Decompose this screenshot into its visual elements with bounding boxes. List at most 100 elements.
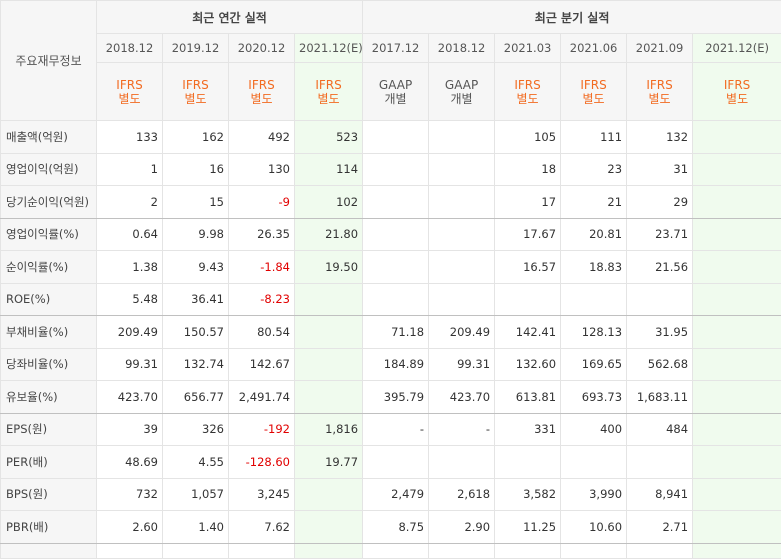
quarter-group-header: 최근 분기 실적 xyxy=(363,1,781,34)
row-label: PBR(배) xyxy=(1,511,97,544)
table-row-partial xyxy=(1,543,781,558)
table-cell xyxy=(495,283,561,316)
table-cell xyxy=(627,543,693,558)
table-cell: 102 xyxy=(295,186,363,219)
column-date-header: 2021.06 xyxy=(561,34,627,63)
table-cell: 114 xyxy=(295,153,363,186)
table-cell xyxy=(693,381,781,414)
table-cell: 71.18 xyxy=(363,316,429,349)
column-date-header: 2021.03 xyxy=(495,34,561,63)
table-cell: 2.71 xyxy=(627,511,693,544)
table-cell: 2.60 xyxy=(97,511,163,544)
table-cell: 613.81 xyxy=(495,381,561,414)
table-cell: 39 xyxy=(97,413,163,446)
table-cell xyxy=(363,153,429,186)
table-cell: 10.60 xyxy=(561,511,627,544)
table-cell xyxy=(163,543,229,558)
table-cell: 326 xyxy=(163,413,229,446)
table-cell: 19.50 xyxy=(295,251,363,284)
table-cell xyxy=(1,543,97,558)
table-cell: 4.55 xyxy=(163,446,229,479)
table-cell xyxy=(229,543,295,558)
table-cell: 1.40 xyxy=(163,511,229,544)
table-cell: 169.65 xyxy=(561,348,627,381)
table-cell: 2,479 xyxy=(363,478,429,511)
table-cell: 2,491.74 xyxy=(229,381,295,414)
table-cell: 16.57 xyxy=(495,251,561,284)
table-cell xyxy=(429,218,495,251)
table-cell: 111 xyxy=(561,121,627,154)
table-cell: 133 xyxy=(97,121,163,154)
accounting-standard: IFRS xyxy=(167,78,224,92)
table-cell xyxy=(627,283,693,316)
table-cell: 400 xyxy=(561,413,627,446)
accounting-basis: 별도 xyxy=(101,92,158,106)
table-cell: 9.98 xyxy=(163,218,229,251)
table-cell: 1 xyxy=(97,153,163,186)
table-cell: 7.62 xyxy=(229,511,295,544)
accounting-standard: IFRS xyxy=(299,78,358,92)
table-cell: 484 xyxy=(627,413,693,446)
table-cell: 523 xyxy=(295,121,363,154)
table-cell xyxy=(429,446,495,479)
table-cell: 128.13 xyxy=(561,316,627,349)
row-label: 유보율(%) xyxy=(1,381,97,414)
table-cell: 1.38 xyxy=(97,251,163,284)
table-cell: 20.81 xyxy=(561,218,627,251)
row-label: 매출액(억원) xyxy=(1,121,97,154)
table-cell xyxy=(295,511,363,544)
table-cell: 331 xyxy=(495,413,561,446)
table-cell: 1,816 xyxy=(295,413,363,446)
table-cell: 142.67 xyxy=(229,348,295,381)
table-cell: 17.67 xyxy=(495,218,561,251)
table-cell: 1,057 xyxy=(163,478,229,511)
table-cell xyxy=(295,316,363,349)
accounting-basis: 별도 xyxy=(299,92,358,106)
table-cell: 3,245 xyxy=(229,478,295,511)
accounting-basis: 별도 xyxy=(167,92,224,106)
table-cell xyxy=(693,478,781,511)
table-cell xyxy=(363,251,429,284)
table-cell xyxy=(429,186,495,219)
column-date-header: 2018.12 xyxy=(429,34,495,63)
table-cell: 492 xyxy=(229,121,295,154)
table-cell xyxy=(693,316,781,349)
table-cell: 5.48 xyxy=(97,283,163,316)
table-cell: 150.57 xyxy=(163,316,229,349)
table-cell xyxy=(429,283,495,316)
row-label: PER(배) xyxy=(1,446,97,479)
table-cell: 99.31 xyxy=(429,348,495,381)
table-cell: 11.25 xyxy=(495,511,561,544)
table-cell: 132 xyxy=(627,121,693,154)
accounting-basis: 별도 xyxy=(499,92,556,106)
table-cell xyxy=(693,218,781,251)
table-cell: 184.89 xyxy=(363,348,429,381)
table-cell: 29 xyxy=(627,186,693,219)
column-date-header: 2020.12 xyxy=(229,34,295,63)
table-cell xyxy=(693,543,781,558)
row-label: 순이익률(%) xyxy=(1,251,97,284)
column-date-header: 2021.12(E) xyxy=(295,34,363,63)
row-label: ROE(%) xyxy=(1,283,97,316)
table-cell xyxy=(429,121,495,154)
table-cell: 9.43 xyxy=(163,251,229,284)
accounting-standard: IFRS xyxy=(565,78,622,92)
accounting-standard: GAAP xyxy=(433,78,490,92)
table-cell xyxy=(561,446,627,479)
column-date-header: 2017.12 xyxy=(363,34,429,63)
table-cell: 142.41 xyxy=(495,316,561,349)
table-cell xyxy=(561,283,627,316)
table-cell: 2 xyxy=(97,186,163,219)
table-cell: 132.60 xyxy=(495,348,561,381)
table-cell: -192 xyxy=(229,413,295,446)
